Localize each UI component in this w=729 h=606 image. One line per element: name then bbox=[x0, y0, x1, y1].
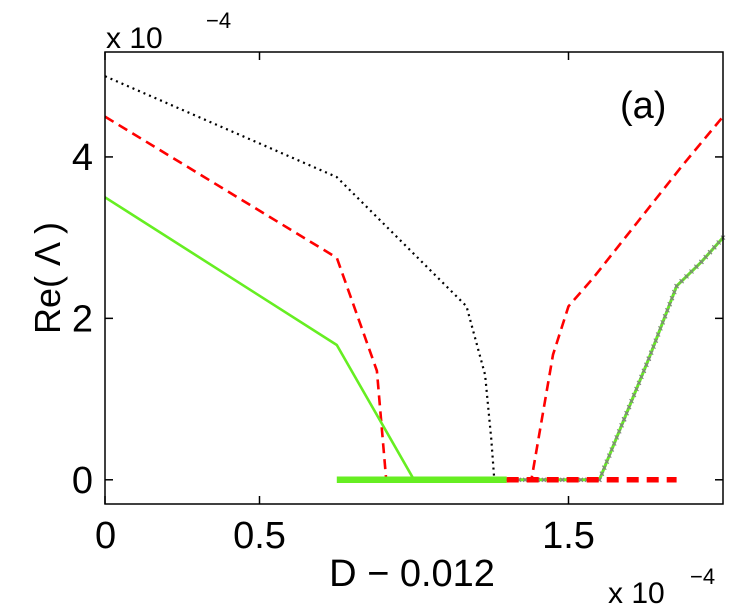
series-marker-3-1-4 bbox=[559, 477, 565, 483]
y-tick-label-0: 0 bbox=[72, 460, 93, 502]
series-marker-3-4-1 bbox=[624, 410, 629, 416]
series-marker-3-3-7 bbox=[614, 435, 620, 440]
series-marker-3-3-2 bbox=[601, 465, 607, 471]
series-marker-3-3-6 bbox=[611, 441, 617, 446]
series-marker-3-4-7 bbox=[639, 374, 644, 380]
series-marker-3-5-7 bbox=[662, 313, 668, 319]
x-axis-label: D − 0.012 bbox=[329, 553, 495, 595]
y-tick-label-2: 4 bbox=[72, 137, 93, 179]
y-tick-label-1: 2 bbox=[72, 298, 93, 340]
series-layer bbox=[104, 75, 726, 484]
series-marker-3-3-9 bbox=[619, 422, 624, 428]
series-marker-3-4-3 bbox=[629, 398, 634, 404]
series-line-0-dotted bbox=[104, 75, 600, 481]
series-marker-3-3-1 bbox=[599, 471, 605, 477]
series-marker-3-2-2 bbox=[578, 477, 584, 483]
series-marker-3-5-9 bbox=[667, 301, 673, 307]
series-marker-3-4-8 bbox=[641, 368, 647, 374]
series-marker-3-5-8 bbox=[665, 307, 670, 313]
series-marker-3-3-3 bbox=[604, 459, 610, 464]
tick-layer: 0 0.5 1.5 0 2 4 bbox=[72, 52, 723, 557]
series-marker-3-7-3 bbox=[711, 244, 717, 250]
series-marker-3-7-4 bbox=[716, 240, 722, 245]
x-multiplier-exponent: −4 bbox=[690, 564, 715, 589]
series-marker-3-0-3 bbox=[522, 477, 528, 483]
series-marker-3-5-5 bbox=[658, 326, 663, 331]
series-marker-3-5-6 bbox=[660, 320, 666, 325]
series-marker-3-3-8 bbox=[616, 429, 622, 434]
series-marker-3-4-6 bbox=[636, 380, 642, 386]
series-marker-3-6-3 bbox=[689, 269, 694, 274]
panel-label: (a) bbox=[620, 85, 666, 127]
series-marker-3-5-4 bbox=[655, 332, 661, 337]
series-marker-3-7-0 bbox=[699, 259, 704, 265]
series-marker-3-4-0 bbox=[621, 416, 627, 422]
series-marker-3-5-3 bbox=[653, 338, 659, 343]
series-marker-3-4-2 bbox=[626, 404, 632, 410]
series-marker-3-5-1 bbox=[648, 350, 654, 356]
series-marker-3-7-2 bbox=[707, 249, 713, 255]
series-marker-3-3-4 bbox=[606, 453, 612, 458]
series-marker-3-3-5 bbox=[609, 447, 615, 452]
series-marker-3-6-2 bbox=[684, 274, 689, 279]
series-marker-3-5-0 bbox=[646, 356, 652, 362]
x-multiplier-base: x 10 bbox=[608, 577, 665, 606]
series-marker-3-5-11 bbox=[671, 289, 677, 295]
series-marker-3-6-4 bbox=[694, 264, 699, 270]
series-marker-3-6-1 bbox=[679, 278, 684, 284]
series-marker-3-7-1 bbox=[703, 254, 709, 260]
y-multiplier-exponent: −4 bbox=[206, 8, 231, 33]
series-marker-3-1-1 bbox=[541, 477, 547, 483]
plot-frame bbox=[104, 51, 724, 505]
series-marker-3-5-10 bbox=[669, 295, 675, 301]
series-line-1-dashed bbox=[104, 115, 725, 482]
series-marker-3-4-9 bbox=[644, 362, 649, 368]
series-marker-3-5-2 bbox=[651, 344, 656, 349]
y-multiplier: x 10 −4 bbox=[106, 8, 231, 55]
series-marker-3-6-0 bbox=[674, 283, 679, 289]
y-multiplier-base: x 10 bbox=[106, 22, 163, 55]
series-marker-3-4-4 bbox=[631, 392, 637, 398]
y-axis-label: Re( Λ ) bbox=[27, 222, 68, 334]
x-tick-label-2: 1.5 bbox=[542, 515, 595, 557]
x-multiplier: x 10 −4 bbox=[608, 564, 715, 606]
series-marker-3-4-5 bbox=[634, 386, 639, 392]
x-tick-label-0: 0 bbox=[95, 515, 116, 557]
x-tick-label-1: 0.5 bbox=[233, 515, 286, 557]
